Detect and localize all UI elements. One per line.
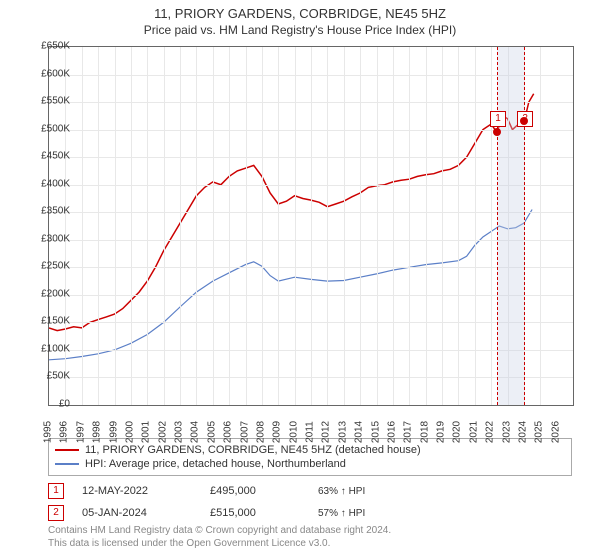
event-marker: 2 [48,505,64,521]
x-axis-label: 2020 [452,421,463,443]
x-axis-label: 2014 [354,421,365,443]
x-axis-label: 1999 [108,421,119,443]
x-axis-label: 2002 [157,421,168,443]
page-title: 11, PRIORY GARDENS, CORBRIDGE, NE45 5HZ [0,0,600,21]
x-axis-label: 2022 [485,421,496,443]
legend: 11, PRIORY GARDENS, CORBRIDGE, NE45 5HZ … [48,438,572,476]
event-pct: 63% ↑ HPI [318,486,365,497]
event-row: 1 12-MAY-2022 £495,000 63% ↑ HPI [48,480,572,502]
y-axis-label: £450K [26,151,70,162]
page-subtitle: Price paid vs. HM Land Registry's House … [0,21,600,41]
event-marker-box: 1 [490,111,506,127]
x-axis-label: 2023 [501,421,512,443]
x-axis-label: 1995 [43,421,54,443]
event-date: 12-MAY-2022 [82,485,192,497]
x-axis-label: 2003 [174,421,185,443]
y-axis-label: £400K [26,178,70,189]
y-axis-label: £500K [26,123,70,134]
x-axis-label: 2015 [370,421,381,443]
x-axis-label: 2001 [141,421,152,443]
y-axis-label: £350K [26,206,70,217]
x-axis-label: 2007 [239,421,250,443]
y-axis-label: £0 [26,399,70,410]
x-axis-label: 2006 [223,421,234,443]
y-axis-label: £600K [26,68,70,79]
x-axis-label: 2012 [321,421,332,443]
legend-item: HPI: Average price, detached house, Nort… [55,457,565,471]
x-axis-label: 2005 [206,421,217,443]
event-row: 2 05-JAN-2024 £515,000 57% ↑ HPI [48,502,572,524]
y-axis-label: £50K [26,371,70,382]
legend-item: 11, PRIORY GARDENS, CORBRIDGE, NE45 5HZ … [55,443,565,457]
legend-label: HPI: Average price, detached house, Nort… [85,458,346,470]
event-marker: 1 [48,483,64,499]
x-axis-label: 1998 [92,421,103,443]
x-axis-label: 2011 [305,421,316,443]
price-chart: 12 [48,46,574,406]
x-axis-label: 2000 [124,421,135,443]
footer: Contains HM Land Registry data © Crown c… [48,524,572,550]
x-axis-label: 2025 [534,421,545,443]
x-axis-label: 2009 [272,421,283,443]
event-price: £515,000 [210,507,300,519]
x-axis-label: 2018 [419,421,430,443]
footer-line: Contains HM Land Registry data © Crown c… [48,524,572,537]
x-axis-label: 2008 [255,421,266,443]
y-axis-label: £300K [26,233,70,244]
x-axis-label: 2013 [337,421,348,443]
y-axis-label: £150K [26,316,70,327]
x-axis-label: 2021 [468,421,479,443]
y-axis-label: £200K [26,288,70,299]
legend-swatch [55,449,79,451]
event-pct: 57% ↑ HPI [318,508,365,519]
events-table: 1 12-MAY-2022 £495,000 63% ↑ HPI 2 05-JA… [48,480,572,524]
x-axis-label: 1997 [75,421,86,443]
legend-label: 11, PRIORY GARDENS, CORBRIDGE, NE45 5HZ … [85,444,421,456]
x-axis-label: 1996 [59,421,70,443]
y-axis-label: £650K [26,41,70,52]
x-axis-label: 2004 [190,421,201,443]
x-axis-label: 2016 [386,421,397,443]
y-axis-label: £250K [26,261,70,272]
x-axis-label: 2026 [550,421,561,443]
event-price: £495,000 [210,485,300,497]
footer-line: This data is licensed under the Open Gov… [48,537,572,550]
legend-swatch [55,463,79,465]
y-axis-label: £100K [26,343,70,354]
y-axis-label: £550K [26,96,70,107]
event-date: 05-JAN-2024 [82,507,192,519]
x-axis-label: 2024 [517,421,528,443]
x-axis-label: 2019 [436,421,447,443]
x-axis-label: 2010 [288,421,299,443]
x-axis-label: 2017 [403,421,414,443]
